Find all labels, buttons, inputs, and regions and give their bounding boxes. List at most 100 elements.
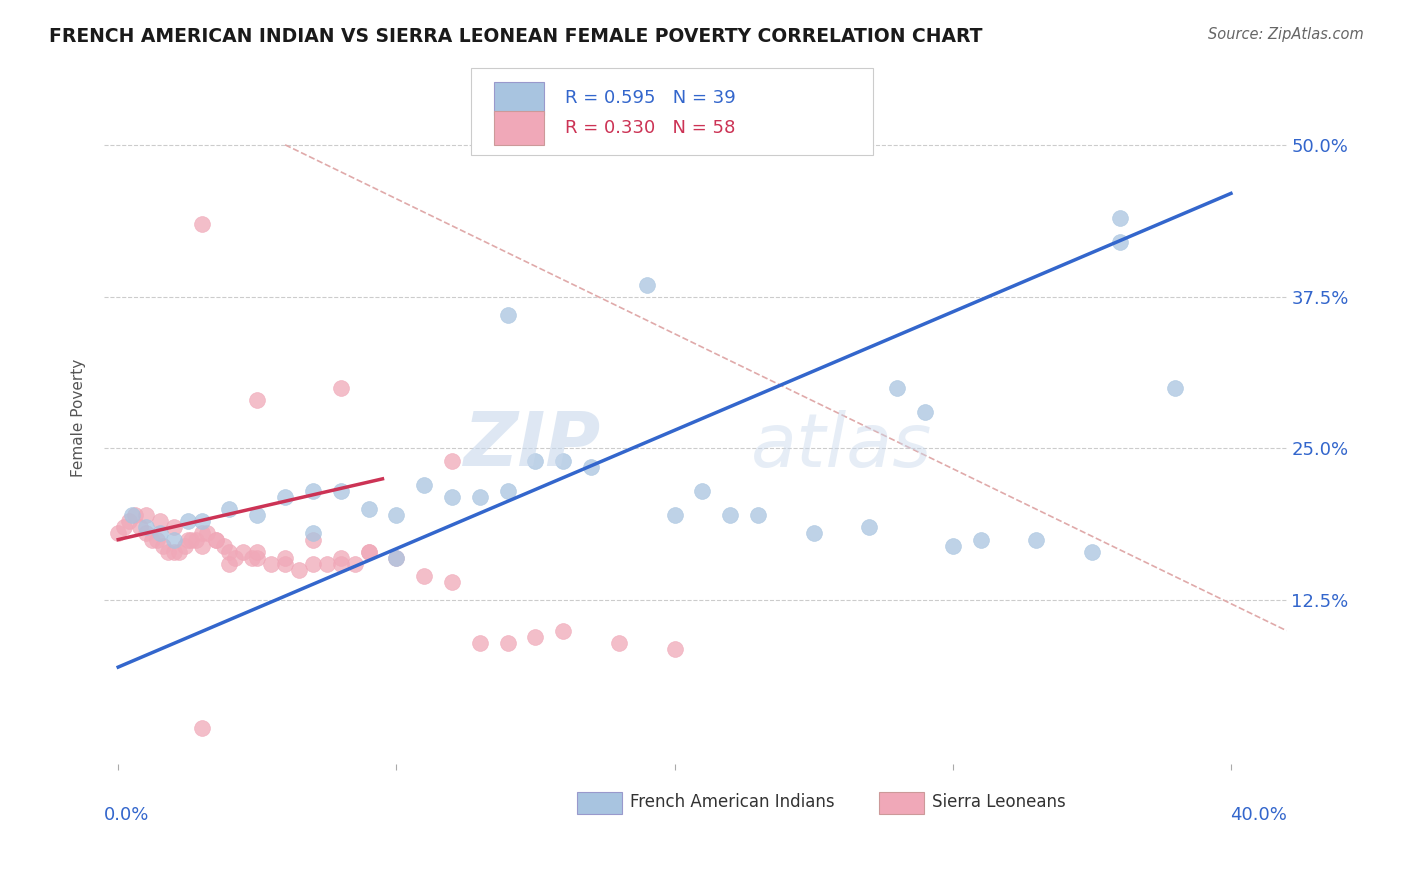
Text: ZIP: ZIP <box>464 409 600 483</box>
Point <box>274 557 297 571</box>
Point <box>302 483 325 498</box>
Point <box>468 636 491 650</box>
Point <box>302 526 325 541</box>
Point <box>190 721 212 735</box>
Point <box>329 557 352 571</box>
FancyBboxPatch shape <box>471 69 873 155</box>
Text: R = 0.595   N = 39: R = 0.595 N = 39 <box>565 89 737 107</box>
Point <box>302 557 325 571</box>
Point <box>329 483 352 498</box>
Point <box>218 545 240 559</box>
Point <box>1164 381 1187 395</box>
Point <box>914 405 936 419</box>
Point <box>803 526 825 541</box>
Point <box>1025 533 1047 547</box>
Point <box>107 526 129 541</box>
Point <box>195 526 218 541</box>
Point <box>177 514 200 528</box>
Point <box>385 550 408 565</box>
Point <box>274 490 297 504</box>
Point <box>246 550 269 565</box>
Point <box>163 533 186 547</box>
FancyBboxPatch shape <box>879 792 924 814</box>
Point <box>124 508 146 523</box>
Point <box>146 533 169 547</box>
Point <box>157 545 180 559</box>
Point <box>204 533 226 547</box>
Point <box>174 539 197 553</box>
Point <box>747 508 769 523</box>
Point <box>886 381 908 395</box>
Point <box>553 453 575 467</box>
Text: Source: ZipAtlas.com: Source: ZipAtlas.com <box>1208 27 1364 42</box>
Point <box>218 502 240 516</box>
Point <box>343 557 366 571</box>
Text: FRENCH AMERICAN INDIAN VS SIERRA LEONEAN FEMALE POVERTY CORRELATION CHART: FRENCH AMERICAN INDIAN VS SIERRA LEONEAN… <box>49 27 983 45</box>
Point <box>496 636 519 650</box>
Point <box>169 545 191 559</box>
Point <box>664 641 686 656</box>
Text: 40.0%: 40.0% <box>1230 805 1286 824</box>
Point <box>177 533 200 547</box>
Point <box>636 277 658 292</box>
Point <box>218 557 240 571</box>
Point <box>190 526 212 541</box>
FancyBboxPatch shape <box>495 112 544 145</box>
Point <box>224 550 246 565</box>
Point <box>440 575 463 590</box>
Point <box>1108 211 1130 225</box>
Point <box>274 550 297 565</box>
Text: R = 0.330   N = 58: R = 0.330 N = 58 <box>565 119 735 137</box>
Point <box>607 636 630 650</box>
Y-axis label: Female Poverty: Female Poverty <box>72 359 86 477</box>
Point <box>357 545 380 559</box>
Point <box>553 624 575 638</box>
Point <box>496 308 519 322</box>
Point <box>1081 545 1104 559</box>
Point <box>260 557 283 571</box>
Point <box>190 514 212 528</box>
Point <box>129 520 152 534</box>
Point <box>135 508 157 523</box>
Point <box>440 453 463 467</box>
Point <box>1108 235 1130 249</box>
Point <box>246 545 269 559</box>
Point <box>385 550 408 565</box>
FancyBboxPatch shape <box>495 82 544 115</box>
Point <box>692 483 714 498</box>
Point <box>180 533 202 547</box>
Point <box>163 545 186 559</box>
Point <box>212 539 235 553</box>
Point <box>357 545 380 559</box>
Point <box>149 514 172 528</box>
Point <box>440 490 463 504</box>
Text: atlas: atlas <box>751 409 932 482</box>
Text: French American Indians: French American Indians <box>630 793 835 812</box>
Text: 0.0%: 0.0% <box>104 805 149 824</box>
Point <box>329 550 352 565</box>
Point <box>357 502 380 516</box>
Point <box>524 630 547 644</box>
Point <box>385 508 408 523</box>
Point <box>969 533 991 547</box>
Point <box>288 563 311 577</box>
Point <box>413 478 436 492</box>
Point <box>468 490 491 504</box>
Point <box>302 533 325 547</box>
Point <box>329 381 352 395</box>
Point <box>163 520 186 534</box>
Point <box>942 539 965 553</box>
Point <box>232 545 254 559</box>
Point <box>190 217 212 231</box>
Point <box>141 533 163 547</box>
Point <box>246 508 269 523</box>
Point <box>118 514 141 528</box>
Point <box>315 557 337 571</box>
Point <box>149 526 172 541</box>
Text: Sierra Leoneans: Sierra Leoneans <box>932 793 1066 812</box>
Point <box>152 539 174 553</box>
Point <box>135 526 157 541</box>
Point <box>121 508 143 523</box>
Point <box>240 550 263 565</box>
Point <box>204 533 226 547</box>
